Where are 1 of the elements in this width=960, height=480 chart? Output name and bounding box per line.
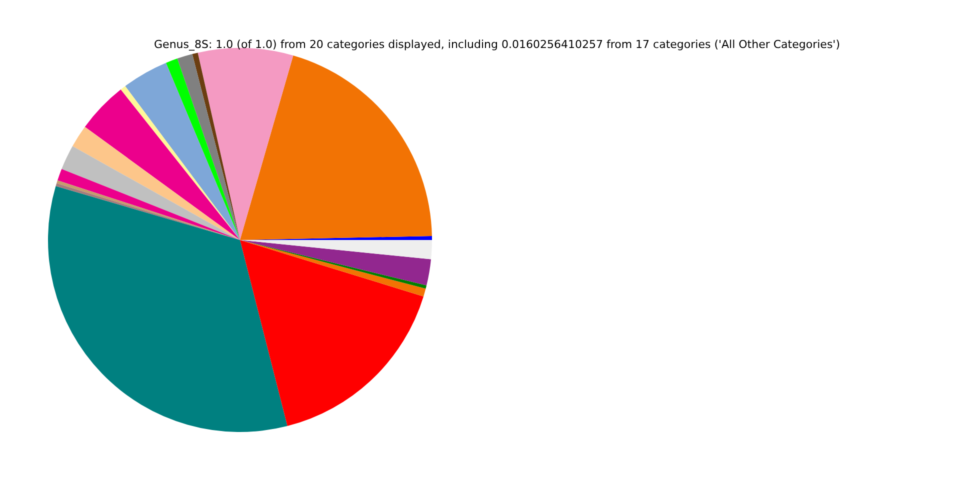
text: Genus_8S: 1.0 (of 1.0) from 20 categories displayed, including 0.0160256410257 from 17 categories ('All Other Categories') (154, 38, 840, 51)
